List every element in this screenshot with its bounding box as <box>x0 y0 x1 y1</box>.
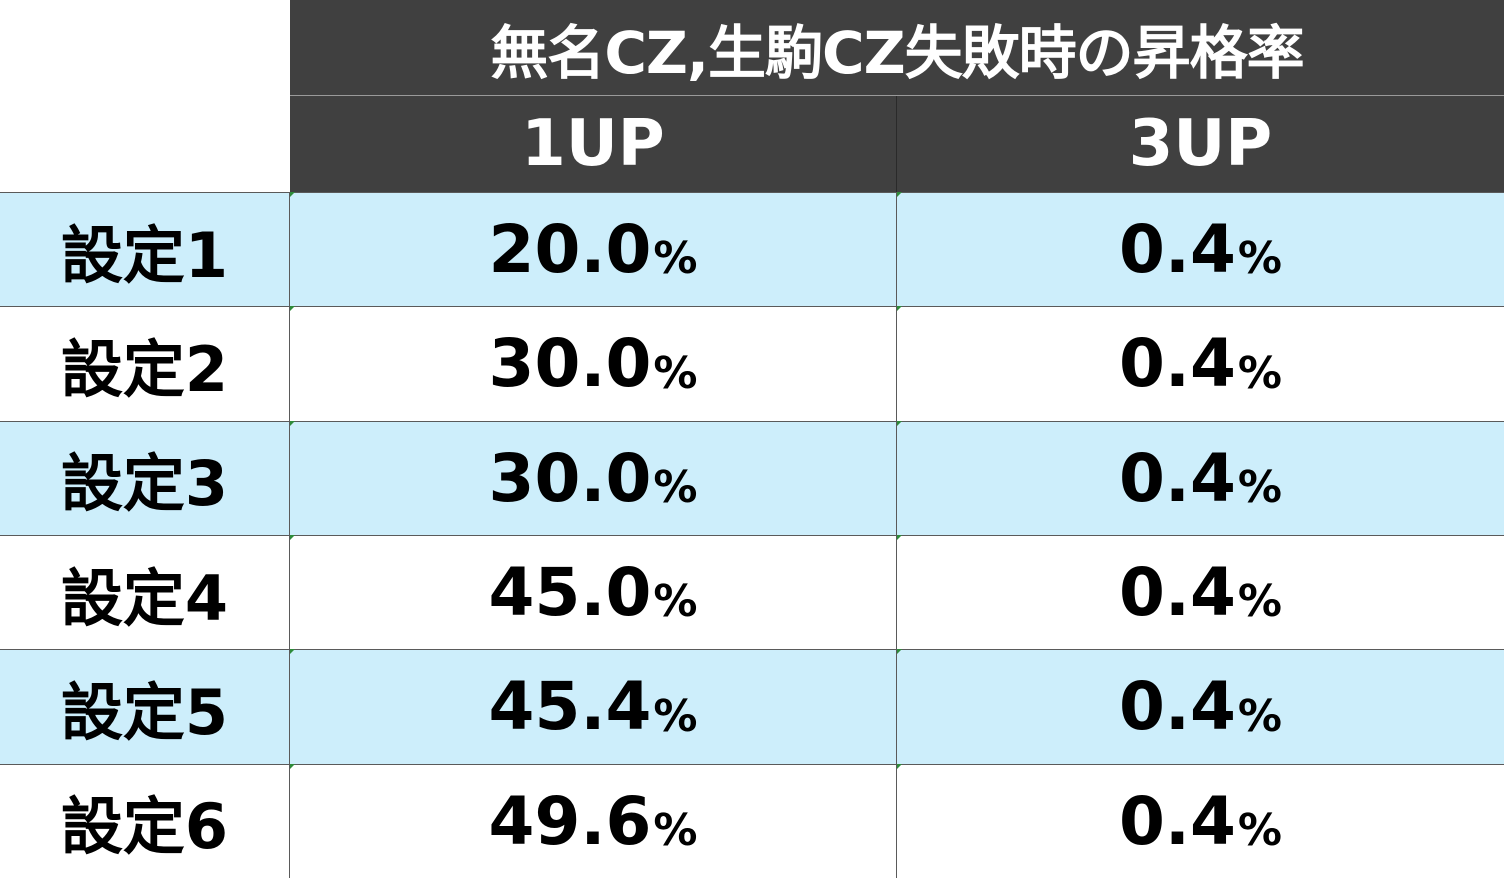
cell-3up-setting-5: 0.4% <box>897 649 1504 764</box>
cell-1up-setting-1: 20.0% <box>290 192 897 307</box>
column-header-3up: 3UP <box>897 96 1504 192</box>
cell-1up-setting-6: 49.6% <box>290 763 897 878</box>
value: 0.4 <box>1118 782 1236 860</box>
percent-unit: % <box>1237 233 1282 285</box>
row-label-setting-1: 設定1 <box>0 192 290 307</box>
percent-unit: % <box>653 576 698 628</box>
percent-unit: % <box>1237 576 1282 628</box>
row-label-setting-5: 設定5 <box>0 649 290 764</box>
percent-unit: % <box>1237 461 1282 513</box>
percent-unit: % <box>653 461 698 513</box>
table-corner <box>0 0 290 192</box>
cell-1up-setting-3: 30.0% <box>290 420 897 535</box>
value: 0.4 <box>1118 325 1236 403</box>
row-label-setting-6: 設定6 <box>0 763 290 878</box>
cell-3up-setting-1: 0.4% <box>897 192 1504 307</box>
percent-unit: % <box>653 233 698 285</box>
value: 49.6 <box>488 782 652 860</box>
row-label-setting-3: 設定3 <box>0 420 290 535</box>
value: 0.4 <box>1118 554 1236 632</box>
percent-unit: % <box>1237 347 1282 399</box>
column-header-1up: 1UP <box>290 96 897 192</box>
percent-unit: % <box>1237 690 1282 742</box>
value: 0.4 <box>1118 668 1236 746</box>
row-label-setting-4: 設定4 <box>0 534 290 650</box>
value: 45.4 <box>488 668 652 746</box>
percent-unit: % <box>1237 804 1282 856</box>
value: 20.0 <box>488 211 652 289</box>
percent-unit: % <box>653 804 698 856</box>
value: 30.0 <box>488 439 652 517</box>
percent-unit: % <box>653 347 698 399</box>
row-label-setting-2: 設定2 <box>0 306 290 421</box>
cell-3up-setting-6: 0.4% <box>897 763 1504 878</box>
value: 0.4 <box>1118 211 1236 289</box>
value: 30.0 <box>488 325 652 403</box>
cell-3up-setting-3: 0.4% <box>897 420 1504 535</box>
value: 0.4 <box>1118 439 1236 517</box>
cell-1up-setting-5: 45.4% <box>290 649 897 764</box>
cell-1up-setting-2: 30.0% <box>290 306 897 421</box>
table-title: 無名CZ,生駒CZ失敗時の昇格率 <box>290 0 1504 96</box>
percent-unit: % <box>653 690 698 742</box>
cell-3up-setting-2: 0.4% <box>897 306 1504 421</box>
cell-1up-setting-4: 45.0% <box>290 534 897 650</box>
cell-3up-setting-4: 0.4% <box>897 534 1504 650</box>
value: 45.0 <box>488 554 652 632</box>
